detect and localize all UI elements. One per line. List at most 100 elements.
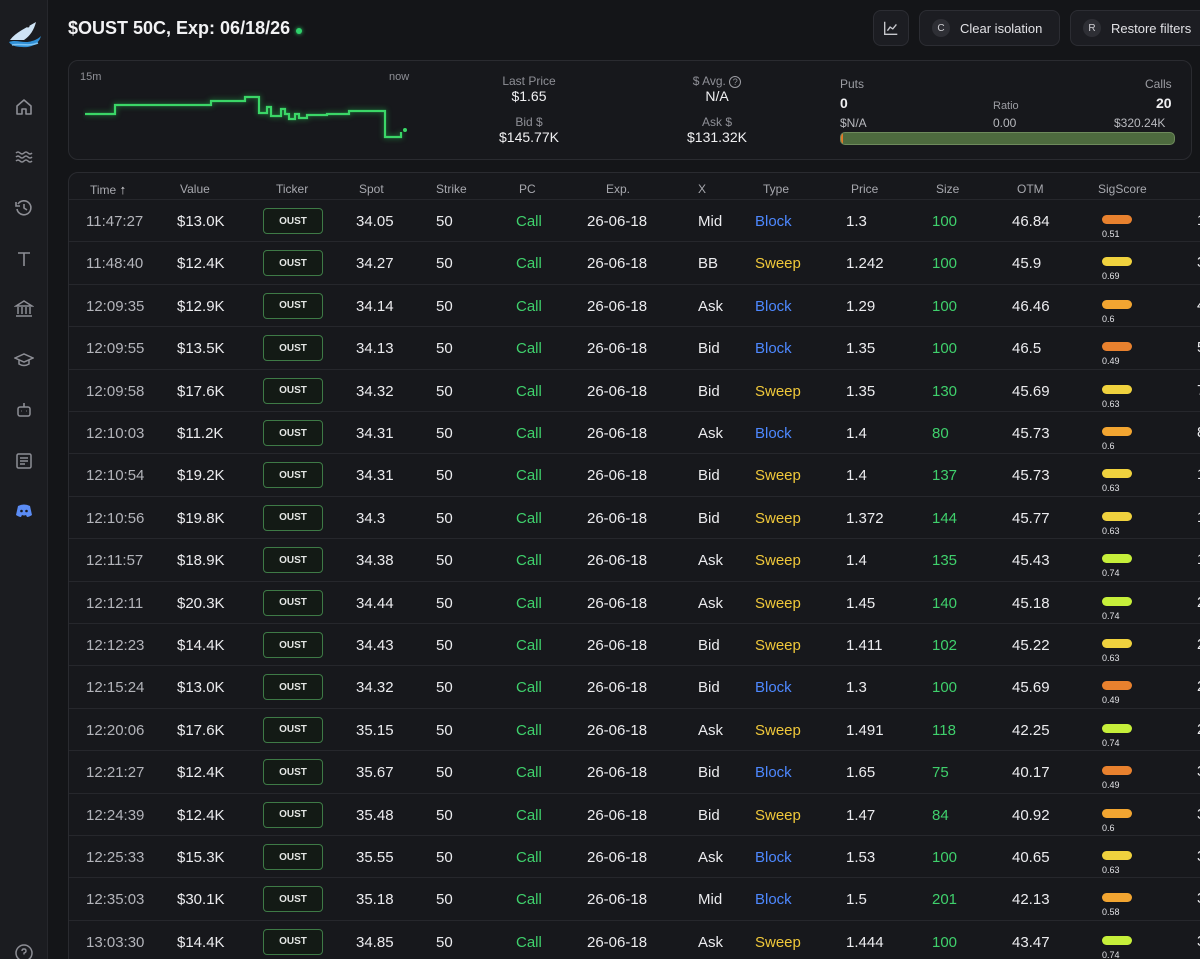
truncated-cell: 2: [1197, 678, 1200, 695]
column-header-pc[interactable]: PC: [519, 182, 536, 196]
table-row[interactable]: 12:09:58 $17.6K 34.32 50 Call 26-06-18 Bid Swee…: [69, 368, 1200, 411]
type-cell: Sweep: [755, 933, 801, 951]
ticker-badge[interactable]: OUST: [263, 886, 323, 913]
column-header-time[interactable]: Time ↑: [90, 182, 127, 197]
line-chart-icon: [884, 21, 898, 35]
bot-icon[interactable]: [12, 398, 36, 422]
price-cell: 1.411: [846, 637, 883, 654]
price-cell: 1.3: [846, 213, 867, 230]
sigscore-value: 0.63: [1102, 525, 1120, 536]
ticker-badge[interactable]: OUST: [263, 844, 323, 870]
exp-cell: 26-06-18: [587, 764, 648, 782]
table-row[interactable]: 12:12:11 $20.3K 34.44 50 Call 26-06-18 Ask Swee…: [69, 580, 1200, 623]
price-cell: 1.4: [846, 552, 867, 570]
discord-icon[interactable]: [12, 499, 36, 523]
restore-filters-label: Restore filters: [1111, 20, 1192, 36]
otm-cell: 46.5: [1012, 340, 1042, 358]
exp-cell: 26-06-18: [587, 340, 648, 358]
ticker-badge[interactable]: OUST: [263, 716, 323, 743]
ticker-badge[interactable]: OUST: [263, 674, 323, 701]
ticker-badge[interactable]: OUST: [263, 928, 323, 955]
column-header-ticker[interactable]: Ticker: [276, 182, 309, 196]
column-header-price[interactable]: Price: [851, 182, 879, 196]
spot-cell: 35.48: [356, 806, 394, 824]
table-row[interactable]: 12:10:54 $19.2K 34.31 50 Call 26-06-18 Bid Swee…: [69, 453, 1200, 495]
table-row[interactable]: 12:21:27 $12.4K 35.67 50 Call 26-06-18 Bid Bloc…: [69, 750, 1200, 792]
size-cell: 100: [932, 297, 958, 315]
sigscore-value: 0.49: [1102, 780, 1120, 791]
table-row[interactable]: 12:25:33 $15.3K 35.55 50 Call 26-06-18 Ask Bloc…: [69, 835, 1200, 877]
education-icon[interactable]: [12, 348, 36, 372]
type-cell: Sweep: [755, 382, 801, 400]
table-row[interactable]: 12:35:03 $30.1K 35.18 50 Call 26-06-18 Mid Bloc…: [69, 877, 1200, 919]
info-icon[interactable]: ?: [729, 75, 742, 88]
column-header-sigscore[interactable]: SigScore: [1098, 182, 1147, 196]
value-cell: $12.4K: [177, 806, 225, 824]
text-icon[interactable]: [12, 247, 36, 271]
table-row[interactable]: 12:09:35 $12.9K 34.14 50 Call 26-06-18 Ask Bloc…: [69, 283, 1200, 326]
sparkline-start-label: 15m: [80, 71, 102, 83]
table-row[interactable]: 12:11:57 $18.9K 34.38 50 Call 26-06-18 Ask Swee…: [69, 538, 1200, 580]
exp-cell: 26-06-18: [587, 679, 648, 697]
strike-cell: 50: [436, 849, 453, 866]
size-cell: 80: [932, 425, 949, 442]
time-cell: 12:11:57: [86, 552, 144, 570]
value-cell: $15.3K: [177, 849, 225, 866]
value-cell: $14.4K: [177, 637, 225, 654]
help-icon[interactable]: [12, 941, 36, 959]
column-header-otm[interactable]: OTM: [1017, 182, 1044, 196]
column-header-spot[interactable]: Spot: [359, 182, 384, 196]
ticker-badge[interactable]: OUST: [263, 420, 323, 446]
ticker-badge[interactable]: OUST: [263, 462, 323, 489]
ticker-badge[interactable]: OUST: [263, 547, 323, 574]
table-row[interactable]: 11:47:27 $13.0K 34.05 50 Call 26-06-18 Mid Bloc…: [69, 199, 1200, 241]
column-header-type[interactable]: Type: [763, 182, 790, 196]
strike-cell: 50: [436, 806, 453, 824]
price-cell: 1.444: [846, 933, 884, 951]
sigscore-bar: [1102, 469, 1132, 479]
table-row[interactable]: 12:09:55 $13.5K 34.13 50 Call 26-06-18 Bid Bloc…: [69, 326, 1200, 368]
sigscore-bar: [1102, 681, 1132, 691]
history-icon[interactable]: [12, 196, 36, 220]
ticker-badge[interactable]: OUST: [263, 292, 323, 319]
spot-cell: 34.13: [356, 340, 394, 358]
column-header-x[interactable]: X: [698, 182, 707, 196]
time-cell: 12:35:03: [86, 891, 145, 909]
home-icon[interactable]: [12, 95, 36, 119]
restore-filters-button[interactable]: R Restore filters: [1070, 10, 1200, 46]
clear-isolation-button[interactable]: C Clear isolation: [919, 10, 1060, 46]
news-icon[interactable]: [12, 449, 36, 473]
table-row[interactable]: 12:24:39 $12.4K 35.48 50 Call 26-06-18 Bid Swee…: [69, 792, 1200, 835]
column-header-exp[interactable]: Exp.: [606, 182, 631, 196]
table-row[interactable]: 11:48:40 $12.4K 34.27 50 Call 26-06-18 BB Sweep…: [69, 241, 1200, 283]
ticker-badge[interactable]: OUST: [263, 632, 323, 658]
ticker-badge[interactable]: OUST: [263, 504, 323, 531]
ticker-badge[interactable]: OUST: [263, 208, 323, 234]
column-header-strike[interactable]: Strike: [436, 182, 467, 196]
ticker-badge[interactable]: OUST: [263, 377, 323, 404]
table-row[interactable]: 12:10:03 $11.2K 34.31 50 Call 26-06-18 Ask Bloc…: [69, 411, 1200, 453]
column-header-size[interactable]: Size: [936, 182, 960, 196]
otm-cell: 40.17: [1012, 764, 1050, 782]
chart-toggle-button[interactable]: [873, 10, 909, 46]
ticker-badge[interactable]: OUST: [263, 759, 323, 786]
table-row[interactable]: 12:12:23 $14.4K 34.43 50 Call 26-06-18 Bid Swee…: [69, 623, 1200, 665]
exp-cell: 26-06-18: [587, 552, 648, 570]
ticker-badge[interactable]: OUST: [263, 335, 323, 362]
spot-cell: 35.18: [356, 891, 394, 909]
otm-cell: 46.84: [1012, 213, 1050, 230]
waves-icon[interactable]: [12, 145, 36, 169]
ticker-badge[interactable]: OUST: [263, 250, 323, 277]
ticker-badge[interactable]: OUST: [263, 589, 323, 616]
table-row[interactable]: 13:03:30 $14.4K 34.85 50 Call 26-06-18 Ask Swee…: [69, 919, 1200, 959]
truncated-cell: 3: [1197, 848, 1200, 865]
ticker-badge[interactable]: OUST: [263, 801, 323, 828]
table-row[interactable]: 12:10:56 $19.8K 34.3 50 Call 26-06-18 Bid Sweep…: [69, 495, 1200, 538]
column-header-value[interactable]: Value: [180, 182, 210, 196]
exp-cell: 26-06-18: [587, 467, 648, 485]
table-row[interactable]: 12:20:06 $17.6K 35.15 50 Call 26-06-18 Ask Swee…: [69, 707, 1200, 750]
sigscore-bar: [1102, 215, 1132, 224]
table-row[interactable]: 12:15:24 $13.0K 34.32 50 Call 26-06-18 Bid Bloc…: [69, 665, 1200, 707]
logo-icon[interactable]: [6, 14, 42, 52]
bank-icon[interactable]: [12, 297, 36, 321]
